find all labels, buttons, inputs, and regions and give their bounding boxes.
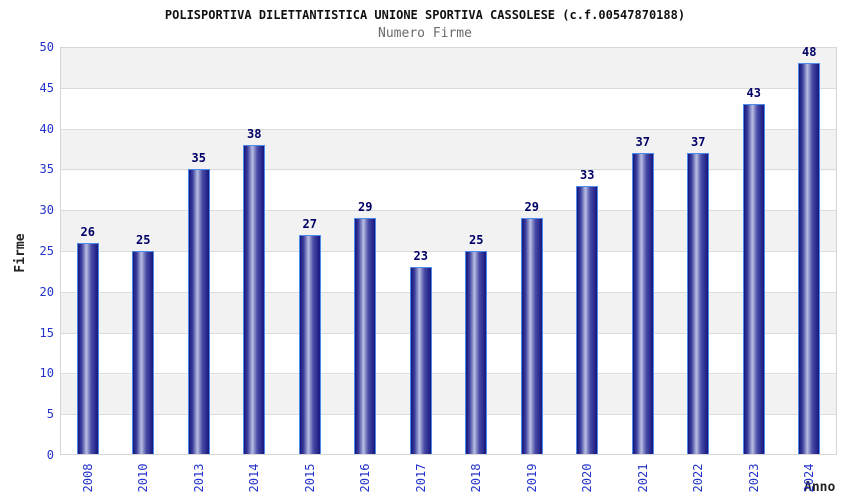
y-axis-tick-label: 35 bbox=[39, 162, 54, 177]
y-axis-tick-label: 50 bbox=[39, 40, 54, 54]
y-axis-tick-label: 20 bbox=[39, 284, 54, 299]
bar-2020 bbox=[576, 185, 599, 454]
gridline bbox=[61, 87, 836, 89]
bar-2024 bbox=[798, 63, 821, 454]
x-axis-tick-label: 2016 bbox=[358, 463, 373, 493]
bar-2014 bbox=[243, 144, 266, 454]
gridline bbox=[61, 414, 836, 416]
bar-value-label: 35 bbox=[191, 151, 206, 166]
x-axis-tick-label: 2023 bbox=[746, 463, 761, 493]
x-axis-tick-label: 2017 bbox=[413, 463, 428, 493]
bar-value-label: 33 bbox=[580, 167, 595, 182]
x-axis-tick-label: 2020 bbox=[580, 463, 595, 493]
gridline bbox=[61, 169, 836, 171]
x-axis-tick-label: 2019 bbox=[524, 463, 539, 493]
y-axis-tick-label: 45 bbox=[39, 80, 54, 95]
bar-2023 bbox=[742, 104, 765, 454]
bar-value-label: 29 bbox=[524, 200, 539, 215]
y-axis-tick-label: 30 bbox=[39, 203, 54, 218]
x-axis-title: Anno bbox=[804, 480, 836, 495]
bar-value-label: 23 bbox=[413, 249, 428, 264]
x-axis-tick-label: 2014 bbox=[247, 463, 262, 493]
bar-2022 bbox=[687, 153, 710, 454]
gridline bbox=[61, 332, 836, 334]
bar-2016 bbox=[354, 218, 377, 454]
y-axis-tick-label: 0 bbox=[46, 448, 54, 462]
gridline bbox=[61, 210, 836, 212]
bar-value-label: 43 bbox=[746, 86, 761, 101]
bar-value-label: 25 bbox=[469, 233, 484, 247]
bar-2013 bbox=[187, 169, 210, 454]
bar-2008 bbox=[76, 242, 99, 454]
x-axis-tick-label: 2008 bbox=[80, 463, 95, 493]
bar-2015 bbox=[298, 234, 321, 454]
y-axis-tick-label: 15 bbox=[39, 325, 54, 340]
bar-value-label: 25 bbox=[136, 233, 151, 247]
x-axis-tick-label: 2024 bbox=[802, 463, 817, 493]
bar-value-label: 26 bbox=[80, 224, 95, 239]
gridline bbox=[61, 373, 836, 375]
gridline bbox=[61, 128, 836, 130]
bar-value-label: 37 bbox=[691, 135, 706, 150]
bar-2019 bbox=[520, 218, 543, 454]
x-axis-tick-label: 2022 bbox=[691, 463, 706, 493]
y-axis-tick-label: 40 bbox=[39, 121, 54, 136]
y-axis-tick-label: 25 bbox=[39, 244, 54, 258]
bar-value-label: 48 bbox=[802, 45, 817, 60]
bar-2018 bbox=[465, 251, 488, 454]
x-axis-tick-label: 2018 bbox=[469, 463, 484, 493]
bar-2010 bbox=[132, 251, 155, 454]
gridline bbox=[61, 251, 836, 252]
x-axis-tick-label: 2010 bbox=[136, 463, 151, 493]
bar-2017 bbox=[409, 267, 432, 454]
gridline bbox=[61, 291, 836, 293]
bar-value-label: 29 bbox=[358, 200, 373, 215]
chart-subtitle: Numero Firme bbox=[378, 26, 472, 41]
bar-2021 bbox=[631, 153, 654, 454]
chart-title: POLISPORTIVA DILETTANTISTICA UNIONE SPOR… bbox=[164, 8, 686, 22]
bar-value-label: 37 bbox=[635, 135, 650, 150]
plot-area bbox=[60, 47, 837, 455]
x-axis-tick-label: 2013 bbox=[191, 463, 206, 493]
bar-value-label: 38 bbox=[247, 126, 262, 141]
bar-value-label: 27 bbox=[302, 216, 317, 231]
x-axis-tick-label: 2021 bbox=[635, 463, 650, 493]
y-axis-tick-label: 5 bbox=[46, 407, 54, 422]
y-axis-tick-label: 10 bbox=[39, 366, 54, 381]
x-axis-tick-label: 2015 bbox=[302, 463, 317, 493]
